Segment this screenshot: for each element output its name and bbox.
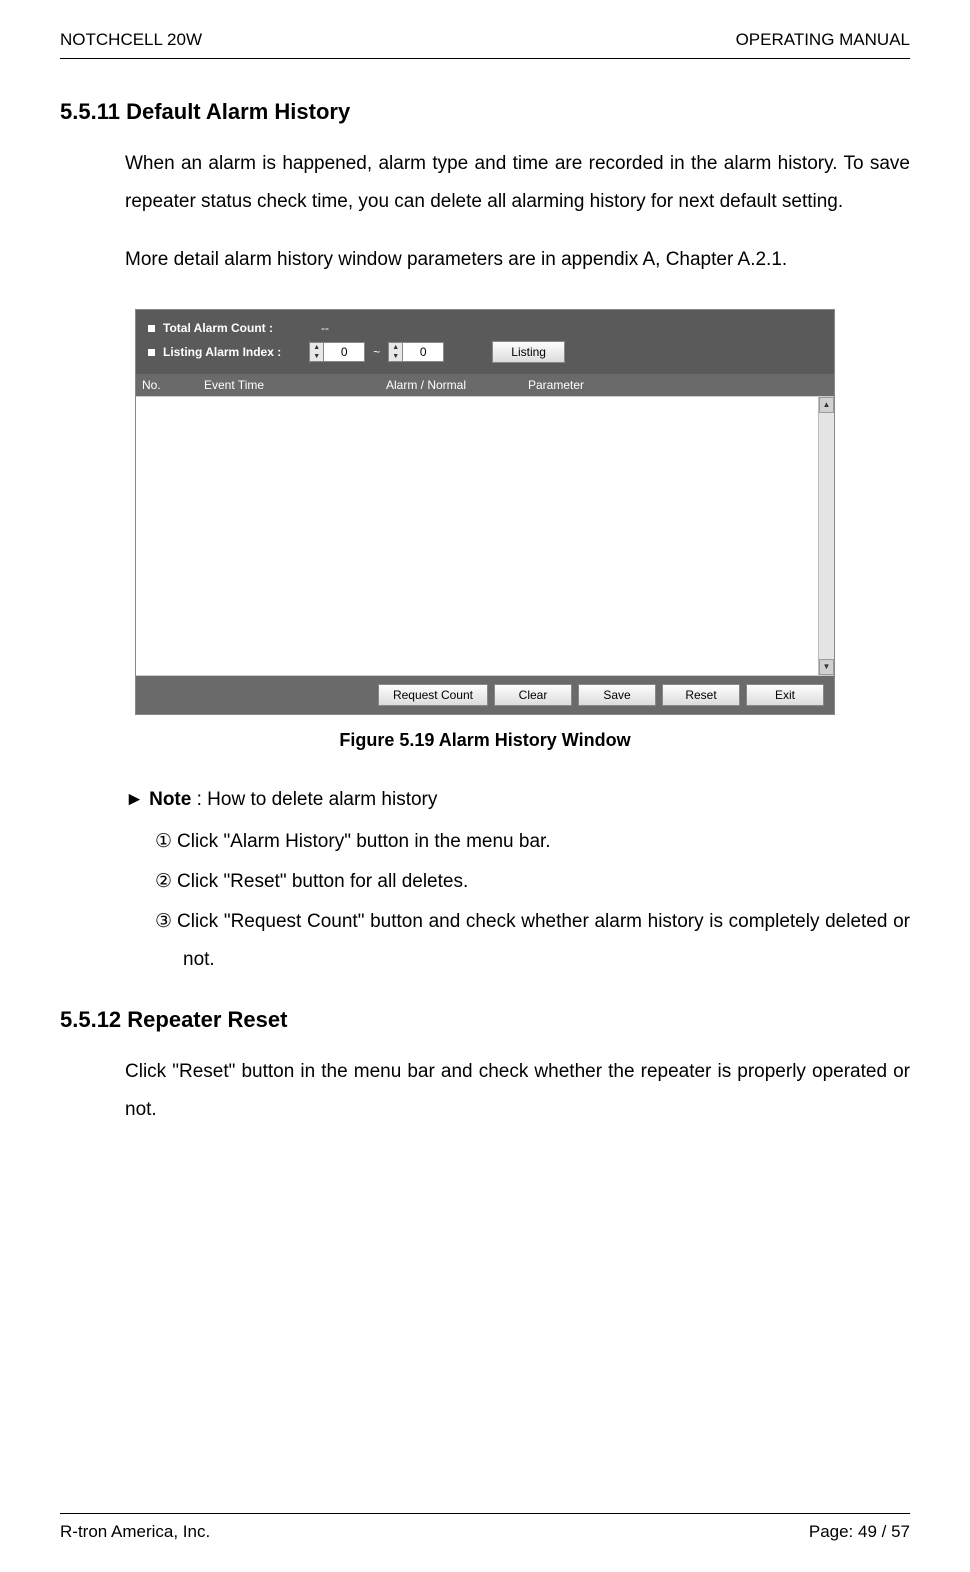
spinner-up-icon[interactable]: ▲ — [310, 343, 323, 352]
total-alarm-count-value: -- — [321, 321, 329, 335]
note-steps: ①Click "Alarm History" button in the men… — [125, 823, 910, 979]
col-parameter: Parameter — [528, 378, 828, 392]
tilde-label: ~ — [373, 345, 380, 359]
spinner-up-icon[interactable]: ▲ — [389, 343, 402, 352]
page-header: NOTCHCELL 20W OPERATING MANUAL — [60, 30, 910, 59]
total-alarm-count-label: Total Alarm Count : — [163, 321, 273, 335]
scroll-up-icon[interactable]: ▲ — [819, 397, 834, 413]
section-5-5-12-title: 5.5.12 Repeater Reset — [60, 1007, 910, 1033]
alarm-window-bottombar: Request Count Clear Save Reset Exit — [136, 676, 834, 714]
note-block: ► Note : How to delete alarm history ①Cl… — [125, 781, 910, 979]
note-rest: : How to delete alarm history — [191, 789, 437, 810]
alarm-table-body: ▲ ▼ — [136, 396, 834, 676]
listing-alarm-index-label: Listing Alarm Index : — [163, 345, 281, 359]
section-5-5-12-para: Click "Reset" button in the menu bar and… — [125, 1053, 910, 1129]
index-to-value: 0 — [403, 343, 443, 361]
section-5-5-11-para1: When an alarm is happened, alarm type an… — [125, 145, 910, 221]
col-event-time: Event Time — [204, 378, 384, 392]
note-step-1: ①Click "Alarm History" button in the men… — [155, 823, 910, 861]
note-marker-icon: ► — [125, 789, 144, 810]
page-footer: R-tron America, Inc. Page: 49 / 57 — [60, 1513, 910, 1542]
save-button[interactable]: Save — [578, 684, 656, 706]
section-5-5-11-para2: More detail alarm history window paramet… — [125, 241, 910, 279]
scrollbar[interactable]: ▲ ▼ — [818, 397, 834, 675]
index-from-value: 0 — [324, 343, 364, 361]
index-to-spinner[interactable]: ▲▼ 0 — [388, 342, 444, 362]
request-count-button[interactable]: Request Count — [378, 684, 488, 706]
step-num: ③ — [155, 903, 177, 941]
col-no: No. — [142, 378, 202, 392]
listing-button[interactable]: Listing — [492, 341, 565, 363]
index-from-spinner[interactable]: ▲▼ 0 — [309, 342, 365, 362]
col-alarm-normal: Alarm / Normal — [386, 378, 526, 392]
section-5-5-11-title: 5.5.11 Default Alarm History — [60, 99, 910, 125]
scroll-down-icon[interactable]: ▼ — [819, 659, 834, 675]
alarm-window-topbar: Total Alarm Count : -- Listing Alarm Ind… — [136, 310, 834, 374]
alarm-history-window: Total Alarm Count : -- Listing Alarm Ind… — [135, 309, 835, 715]
step-num: ② — [155, 863, 177, 901]
header-left: NOTCHCELL 20W — [60, 30, 202, 50]
bullet-icon — [148, 349, 155, 356]
footer-left: R-tron America, Inc. — [60, 1522, 210, 1542]
step-text: Click "Request Count" button and check w… — [177, 911, 910, 970]
step-text: Click "Alarm History" button in the menu… — [177, 831, 551, 852]
note-label: Note — [149, 789, 191, 810]
bullet-icon — [148, 325, 155, 332]
step-num: ① — [155, 823, 177, 861]
exit-button[interactable]: Exit — [746, 684, 824, 706]
note-step-3: ③Click "Request Count" button and check … — [155, 903, 910, 979]
clear-button[interactable]: Clear — [494, 684, 572, 706]
step-text: Click "Reset" button for all deletes. — [177, 871, 468, 892]
spinner-down-icon[interactable]: ▼ — [310, 352, 323, 361]
note-step-2: ②Click "Reset" button for all deletes. — [155, 863, 910, 901]
alarm-table-header: No. Event Time Alarm / Normal Parameter — [136, 374, 834, 396]
footer-right: Page: 49 / 57 — [809, 1522, 910, 1542]
figure-caption: Figure 5.19 Alarm History Window — [60, 730, 910, 751]
spinner-down-icon[interactable]: ▼ — [389, 352, 402, 361]
reset-button[interactable]: Reset — [662, 684, 740, 706]
figure-alarm-history: Total Alarm Count : -- Listing Alarm Ind… — [60, 309, 910, 715]
header-right: OPERATING MANUAL — [736, 30, 910, 50]
